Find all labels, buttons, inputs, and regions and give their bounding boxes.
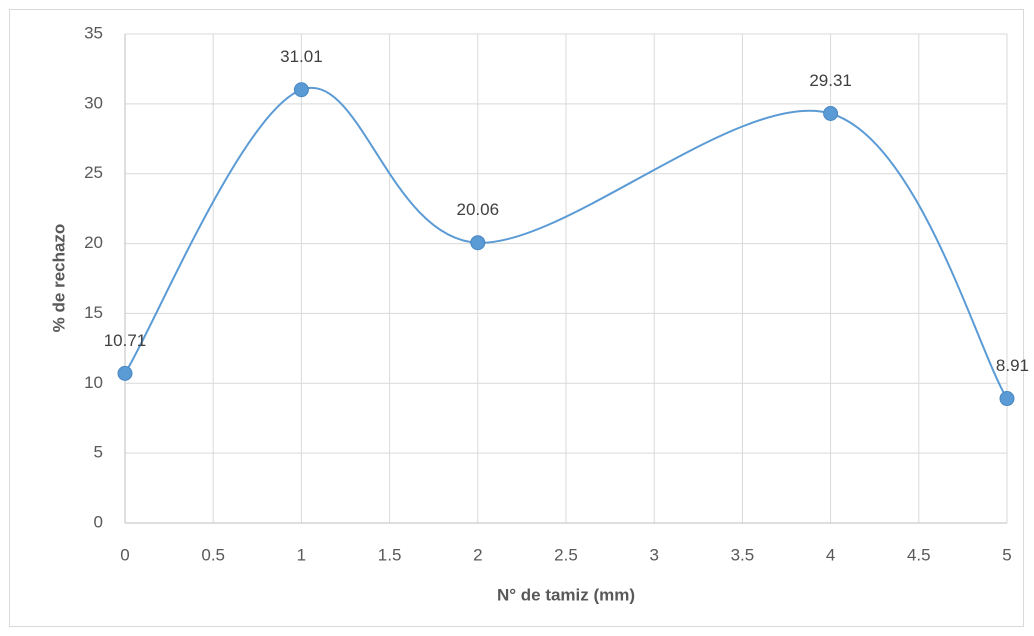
y-axis-title: % de rechazo [49,224,68,333]
x-tick-label: 4 [826,545,835,564]
y-tick-label: 30 [84,93,103,112]
x-tick-label: 2.5 [554,545,578,564]
data-point [823,105,839,121]
data-label: 29.31 [809,71,852,90]
x-tick-label: 4.5 [907,545,931,564]
chart-border [9,9,1024,627]
y-tick-label: 0 [94,512,103,531]
data-point [999,391,1015,407]
y-tick-label: 20 [84,233,103,252]
data-point [293,82,309,98]
y-tick-label: 25 [84,163,103,182]
x-tick-label: 3 [649,545,658,564]
x-tick-label: 1.5 [378,545,402,564]
y-tick-label: 15 [84,303,103,322]
data-label: 10.71 [104,331,147,350]
x-tick-label: 0 [120,545,129,564]
data-point [117,365,133,381]
x-tick-label: 0.5 [201,545,225,564]
data-label: 8.91 [996,356,1029,375]
x-tick-label: 3.5 [731,545,755,564]
x-tick-label: 2 [473,545,482,564]
data-label: 20.06 [457,200,500,219]
data-point [470,235,486,251]
y-tick-label: 35 [84,23,103,42]
y-tick-label: 5 [94,443,103,462]
data-label: 31.01 [280,47,323,66]
x-tick-label: 5 [1002,545,1011,564]
x-tick-label: 1 [297,545,306,564]
y-tick-label: 10 [84,373,103,392]
x-axis-title: N° de tamiz (mm) [497,585,635,604]
